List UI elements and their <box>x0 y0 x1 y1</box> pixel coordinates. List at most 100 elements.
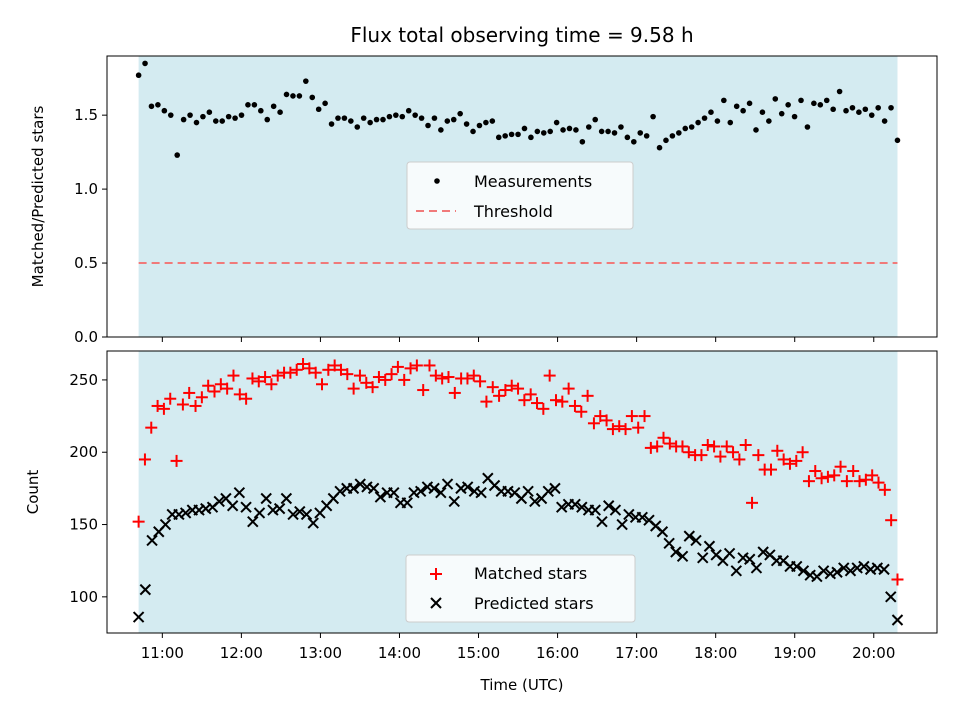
measurement-point <box>823 97 830 104</box>
matched-star-point <box>227 369 240 382</box>
matched-star-point <box>284 366 297 379</box>
measurement-point <box>290 93 296 99</box>
matched-star-point <box>606 423 619 436</box>
measurement-point <box>315 106 322 113</box>
predicted-star-point <box>273 502 286 515</box>
measurement-point <box>727 119 734 126</box>
matched-star-point <box>309 366 322 379</box>
measurement-point <box>624 134 631 141</box>
matched-star-point <box>138 453 151 466</box>
predicted-star-point <box>367 482 380 495</box>
matched-star-point <box>802 475 815 488</box>
predicted-star-point <box>690 534 702 547</box>
matched-star-point <box>828 469 841 482</box>
measurement-point <box>830 106 836 113</box>
predicted-star-point <box>683 530 696 542</box>
bottom-x-ticks: 11:00 12:00 13:00 14:00 15:00 16:00 17:00 18:00… <box>141 633 895 662</box>
predicted-star-point <box>529 495 541 508</box>
measurement-point <box>470 128 476 135</box>
matched-star-point <box>132 515 145 528</box>
matched-star-point <box>821 470 834 483</box>
measurement-point <box>688 124 695 130</box>
predicted-star-point <box>844 565 857 577</box>
measurement-point <box>746 100 753 107</box>
matched-star-point <box>461 372 474 385</box>
measurement-point <box>778 110 785 117</box>
matched-star-point <box>701 439 714 451</box>
measurement-point <box>463 121 470 127</box>
measurement-point <box>650 113 656 120</box>
matched-star-point <box>353 369 366 382</box>
predicted-star-point <box>616 518 628 531</box>
measurement-point <box>888 104 894 111</box>
measurement-point <box>521 125 528 132</box>
predicted-star-point <box>334 485 346 497</box>
matched-star-point <box>208 385 221 398</box>
measurement-point <box>695 119 701 126</box>
measurement-point <box>476 122 483 129</box>
measurement-point <box>560 127 566 133</box>
xtick-label: 18:00 <box>694 644 737 662</box>
matched-star-point <box>240 392 253 405</box>
predicted-star-point <box>461 481 474 493</box>
measurement-point <box>283 91 290 98</box>
predicted-star-point <box>280 492 293 505</box>
matched-star-point <box>189 399 202 412</box>
predicted-star-point <box>159 518 172 531</box>
predicted-star-point <box>475 487 487 499</box>
predicted-star-point <box>374 491 387 503</box>
bottom-ytick-label: 100 <box>69 588 98 606</box>
bottom-axes-frame <box>106 350 938 634</box>
matched-star-point <box>771 444 784 457</box>
measurement-point <box>785 102 791 108</box>
measurement-point <box>515 131 521 138</box>
xtick-label: 15:00 <box>457 644 500 662</box>
measurement-point <box>206 109 213 115</box>
matched-star-point <box>214 378 227 391</box>
legend-measurements-label: Measurements <box>474 172 592 191</box>
measurement-point <box>753 127 759 133</box>
matched-star-point <box>562 382 575 395</box>
matched-star-point <box>145 421 158 434</box>
predicted-star-point <box>240 501 252 513</box>
measurement-point <box>618 124 624 130</box>
matched-star-point <box>347 382 360 395</box>
matched-star-point <box>777 453 790 466</box>
predicted-star-point <box>347 482 360 495</box>
predicted-star-point <box>542 485 554 497</box>
matched-star-point <box>878 483 891 496</box>
matched-star-point <box>714 450 727 463</box>
predicted-star-point <box>744 553 756 565</box>
matched-star-point <box>663 437 676 450</box>
matched-star-point <box>290 363 303 376</box>
measurement-point <box>508 131 515 138</box>
matched-star-point <box>625 410 638 423</box>
matched-star-point <box>866 469 879 482</box>
matched-star-point <box>221 382 234 395</box>
measurement-point <box>868 112 875 118</box>
matched-star-point <box>512 382 525 395</box>
measurement-point <box>669 133 676 139</box>
matched-star-point <box>303 362 316 375</box>
measurement-point <box>258 107 264 114</box>
xtick-label: 17:00 <box>615 644 658 662</box>
measurement-point <box>804 124 811 130</box>
predicted-star-point <box>388 487 400 499</box>
measurement-point <box>772 96 779 102</box>
predicted-star-point <box>623 508 635 521</box>
matched-star-point <box>499 384 512 397</box>
measurement-point <box>367 119 373 126</box>
matched-star-point <box>379 373 392 386</box>
predicted-star-point <box>354 478 366 490</box>
measurement-point <box>232 115 238 121</box>
measurement-point <box>733 103 740 110</box>
measurement-point <box>791 113 798 120</box>
measurement-point <box>721 97 727 104</box>
predicted-star-point <box>596 515 608 528</box>
matched-star-point <box>847 465 860 478</box>
top-panel: 0.0 0.5 1.0 1.5 Matched/Predicted stars Mea… <box>29 55 938 346</box>
matched-star-point <box>537 402 550 415</box>
matched-star-point <box>328 359 341 372</box>
measurement-point <box>360 115 367 121</box>
